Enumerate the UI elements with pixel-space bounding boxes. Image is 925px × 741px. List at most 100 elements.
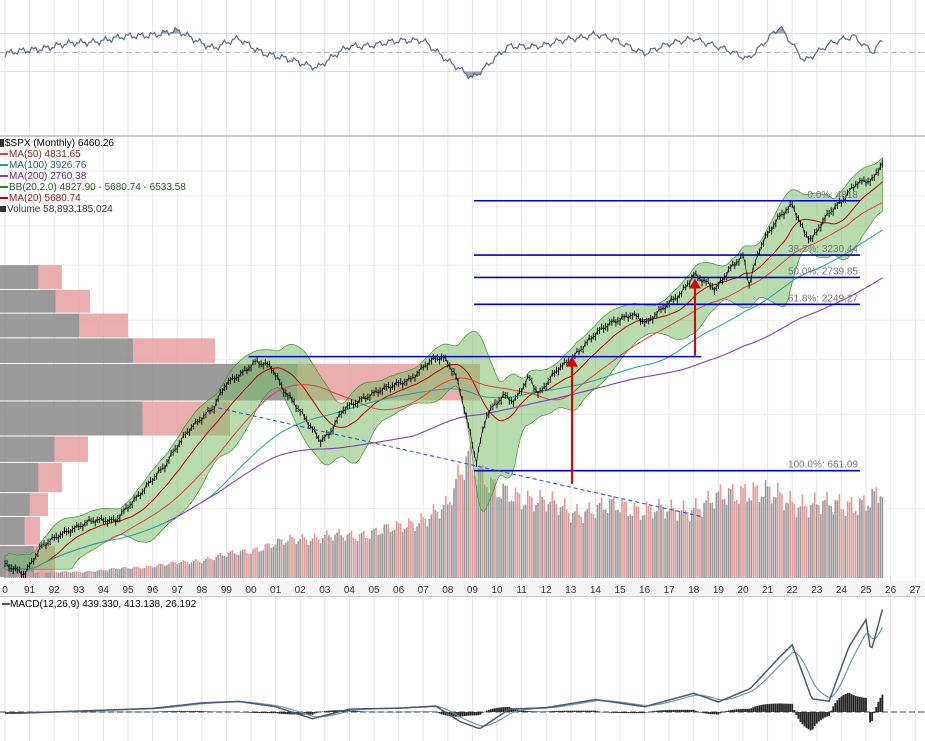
volume-bar xyxy=(28,571,31,578)
volume-bar xyxy=(744,483,746,578)
macd-histogram-bar xyxy=(157,711,160,712)
macd-histogram-bar xyxy=(377,711,379,713)
macd-histogram-bar xyxy=(481,712,484,713)
macd-histogram-bar xyxy=(362,711,365,712)
volume-bar xyxy=(57,572,60,578)
x-tick-label: 0 xyxy=(2,585,8,596)
volume-bar xyxy=(119,569,121,578)
macd-histogram-bar xyxy=(385,711,388,713)
volume-profile-bar xyxy=(0,462,39,493)
macd-histogram-bar xyxy=(20,711,23,713)
macd-histogram-bar xyxy=(225,711,228,713)
volume-bar xyxy=(14,571,17,578)
macd-histogram-bar xyxy=(633,712,636,714)
x-tick-label: 97 xyxy=(172,585,184,596)
macd-histogram-bar xyxy=(215,711,218,713)
volume-bar xyxy=(633,502,636,578)
volume-bar xyxy=(92,571,94,578)
volume-bar xyxy=(264,544,267,578)
macd-histogram-bar xyxy=(135,711,138,713)
volume-bar xyxy=(82,572,84,578)
macd-histogram-bar xyxy=(717,712,720,715)
volume-bar xyxy=(416,526,418,578)
volume-bar xyxy=(611,499,613,578)
volume-bar xyxy=(783,510,785,578)
x-tick-label: 00 xyxy=(245,585,257,596)
macd-histogram-bar xyxy=(820,712,822,720)
volume-bar xyxy=(572,513,574,578)
volume-bar xyxy=(565,509,568,578)
volume-bar xyxy=(137,566,140,578)
volume-bar xyxy=(662,506,664,578)
volume-bar xyxy=(371,530,373,578)
macd-histogram-bar xyxy=(176,711,179,712)
volume-bar xyxy=(660,505,662,578)
x-tick-label: 95 xyxy=(122,585,134,596)
volume-bar xyxy=(873,491,875,578)
macd-histogram-bar xyxy=(401,711,404,713)
volume-profile-bar xyxy=(38,265,62,289)
macd-histogram-bar xyxy=(186,711,189,712)
volume-bar xyxy=(488,492,490,578)
volume-bar xyxy=(235,554,238,578)
macd-histogram-bar xyxy=(237,711,240,713)
volume-bar xyxy=(811,503,814,578)
volume-bar xyxy=(184,561,187,578)
volume-bar xyxy=(100,569,103,578)
volume-bar xyxy=(207,556,209,578)
macd-histogram-bar xyxy=(623,712,625,714)
volume-bar xyxy=(196,560,199,578)
macd-histogram-bar xyxy=(701,712,703,713)
volume-bar xyxy=(395,521,398,578)
volume-bar xyxy=(430,514,433,578)
volume-bar xyxy=(233,553,236,578)
volume-bar xyxy=(490,477,492,578)
x-tick-label: 22 xyxy=(787,585,799,596)
macd-histogram-bar xyxy=(381,711,384,713)
volume-bar xyxy=(496,497,498,578)
macd-histogram-bar xyxy=(590,710,593,712)
legend-symbol-text: $SPX (Monthly) xyxy=(5,138,76,149)
volume-bar xyxy=(188,563,191,578)
macd-histogram-bar xyxy=(494,708,496,712)
macd-histogram-bar xyxy=(100,711,103,713)
volume-bar xyxy=(881,497,884,578)
macd-histogram-bar xyxy=(662,710,664,712)
volume-bar xyxy=(465,456,468,578)
macd-line xyxy=(5,609,884,730)
volume-profile-bar xyxy=(0,289,56,313)
volume-bar xyxy=(670,499,673,578)
macd-histogram-bar xyxy=(803,712,806,727)
volume-profile-bar xyxy=(0,265,39,289)
macd-histogram-bar xyxy=(22,711,25,713)
volume-bar xyxy=(713,508,716,578)
volume-bar xyxy=(592,513,595,578)
macd-histogram-bar xyxy=(332,710,334,712)
macd-histogram-bar xyxy=(194,711,197,712)
volume-bar xyxy=(340,535,342,578)
ma200-line xyxy=(166,277,883,523)
macd-histogram-bar xyxy=(420,711,423,713)
volume-bar xyxy=(678,511,681,578)
macd-histogram-bar xyxy=(610,712,613,713)
macd-histogram-bar xyxy=(735,709,738,712)
volume-profile-bar xyxy=(0,313,80,338)
macd-histogram-bar xyxy=(180,711,183,712)
volume-bar xyxy=(877,503,880,578)
macd-histogram-bar xyxy=(282,712,285,715)
volume-bar xyxy=(285,542,287,578)
volume-bar xyxy=(272,546,275,578)
macd-histogram-bar xyxy=(118,711,121,713)
volume-bar xyxy=(729,488,732,578)
macd-histogram-bar xyxy=(438,712,441,714)
macd-histogram-bar xyxy=(541,711,543,713)
volume-bar xyxy=(539,489,541,578)
volume-bar xyxy=(854,510,857,578)
x-tick-label: 24 xyxy=(836,585,848,596)
macd-histogram-bar xyxy=(305,712,308,715)
macd-histogram-bar xyxy=(815,712,818,724)
volume-bar xyxy=(321,538,324,578)
macd-histogram-bar xyxy=(873,712,876,714)
volume-bar xyxy=(553,500,556,578)
macd-label-text: MACD(12,26,9) 439.330, 413.138, 26.192 xyxy=(10,599,197,610)
